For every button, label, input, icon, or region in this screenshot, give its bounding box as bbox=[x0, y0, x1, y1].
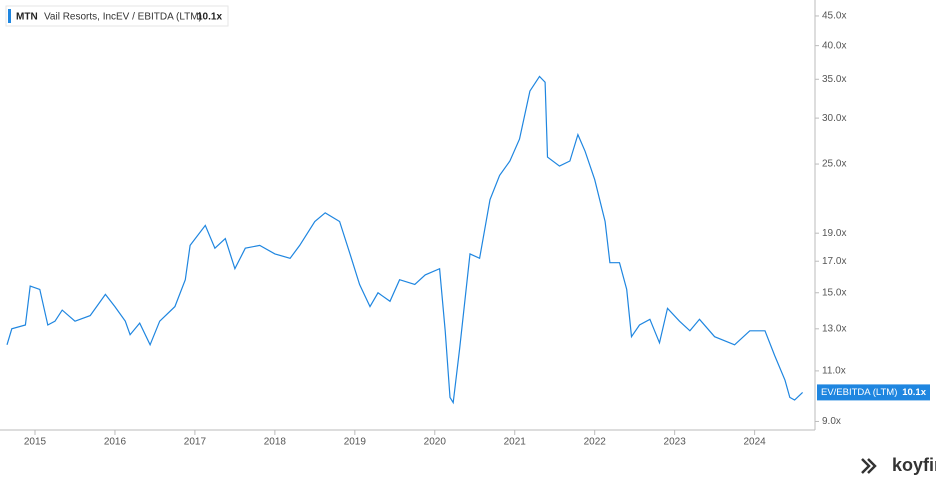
brand-icon bbox=[861, 458, 877, 474]
company: Vail Resorts, Inc. bbox=[44, 12, 119, 23]
series-line bbox=[6, 75, 804, 405]
y-tick-label: 11.0x bbox=[822, 366, 846, 377]
y-tick-label: 17.0x bbox=[822, 256, 846, 267]
ticker: MTN bbox=[16, 12, 38, 23]
x-tick-label: 2023 bbox=[664, 437, 687, 448]
y-tick-label: 25.0x bbox=[822, 159, 846, 170]
x-tick-label: 2021 bbox=[504, 437, 527, 448]
legend-box bbox=[5, 5, 229, 27]
y-tick-label: 45.0x bbox=[822, 11, 846, 22]
x-tick-label: 2020 bbox=[424, 437, 447, 448]
x-tick-label: 2017 bbox=[184, 437, 207, 448]
x-tick-label: 2024 bbox=[744, 437, 767, 448]
legend-label: EV / EBITDA (LTM) bbox=[116, 12, 202, 23]
last-value-label: 10.1x bbox=[902, 387, 926, 398]
y-tick-label: 35.0x bbox=[822, 74, 846, 85]
y-tick-label: 40.0x bbox=[822, 40, 846, 51]
x-tick-label: 2015 bbox=[24, 437, 47, 448]
legend-value: 10.1x bbox=[197, 12, 222, 23]
last-value-box bbox=[817, 384, 930, 401]
legend-swatch bbox=[8, 9, 11, 23]
y-tick-label: 19.0x bbox=[822, 228, 846, 239]
x-tick-label: 2016 bbox=[104, 437, 127, 448]
y-tick-label: 15.0x bbox=[822, 287, 846, 298]
x-tick-label: 2019 bbox=[344, 437, 367, 448]
y-tick-label: 9.0x bbox=[822, 416, 841, 427]
y-tick-label: 13.0x bbox=[822, 323, 846, 334]
x-tick-label: 2022 bbox=[584, 437, 607, 448]
brand: koyfin bbox=[892, 455, 936, 475]
x-tick-label: 2018 bbox=[264, 437, 287, 448]
y-tick-label: 30.0x bbox=[822, 113, 846, 124]
last-value-name: EV/EBITDA (LTM) bbox=[821, 387, 897, 398]
